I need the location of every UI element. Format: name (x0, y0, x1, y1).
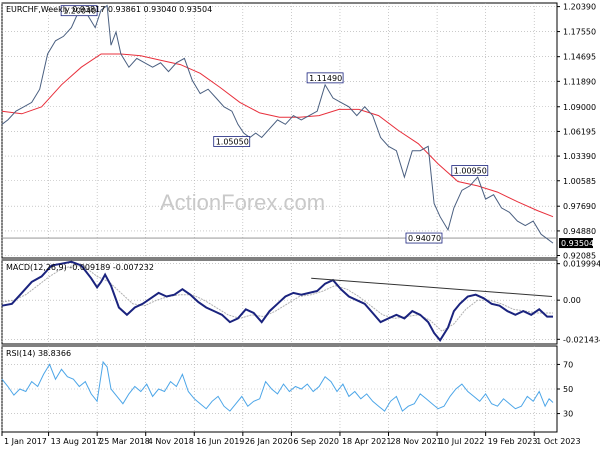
price-tick-label-8: 0.97690 (563, 202, 596, 211)
x-tick-label-9: 10 Jul 2022 (439, 437, 484, 446)
price-panel-frame (1, 2, 558, 259)
macd-y-axis: 0.019994 0.00 -0.021434 (557, 260, 600, 344)
rsi-y-axis: 70 50 30 (557, 360, 573, 419)
rsi-panel: 70 50 30 RSI(14) 38.8366 (1, 345, 573, 433)
price-ohlc-line (1, 4, 554, 244)
annotation-label-4: 0.94070 (408, 234, 441, 243)
price-tick-label-2: 1.14695 (563, 53, 596, 62)
price-title: EURCHF,Weekly 0.93817 0.93861 0.93040 0.… (6, 5, 212, 14)
current-price-box (559, 238, 593, 249)
macd-panel: 0.019994 0.00 -0.021434 MACD(12,26,9) -0.0… (1, 259, 600, 345)
macd-signal-line (1, 264, 553, 332)
annotation-box-2 (306, 72, 344, 84)
rsi-title: RSI(14) 38.8366 (6, 349, 71, 358)
rsi-grid (1, 346, 557, 432)
x-tick-label-0: 1 Jan 2017 (4, 437, 47, 446)
annotation-box-3 (451, 165, 489, 176)
moving-average-line (1, 53, 554, 218)
x-tick-label-6: 6 Sep 2020 (293, 437, 339, 446)
annotation-label-0: 1.20040 (63, 7, 96, 16)
annotation-box-4 (405, 232, 443, 244)
price-tick-label-0: 1.20390 (563, 3, 596, 12)
x-tick-label-10: 19 Feb 2023 (488, 437, 538, 446)
x-tick-label-1: 13 Aug 2017 (51, 437, 102, 446)
macd-trendline (311, 277, 553, 298)
current-price-label: 0.93504 (561, 239, 594, 248)
price-tick-label-5: 1.06195 (563, 127, 596, 136)
macd-title: MACD(12,26,9) -0.009189 -0.007232 (6, 263, 154, 272)
price-grid (1, 3, 557, 258)
price-tick-label-9: 0.94880 (563, 227, 596, 236)
annotation-box-0 (60, 5, 98, 17)
price-panel: ActionForex.com 1.20040 1.05050 1.11490 1.0… (1, 2, 596, 260)
x-tick-label-11: 1 Oct 2023 (536, 437, 580, 446)
macd-tick-label-2: -0.021434 (563, 335, 600, 344)
price-tick-label-10: 0.92085 (563, 251, 596, 260)
x-tick-label-3: 4 Nov 2018 (148, 437, 194, 446)
rsi-tick-label-1: 50 (563, 385, 573, 394)
rsi-line (1, 360, 554, 412)
x-tick-label-7: 18 Apr 2021 (342, 437, 391, 446)
price-y-axis: 1.20390 1.17550 1.14695 1.11890 1.09000 1.061… (557, 3, 596, 260)
rsi-tick-label-2: 30 (563, 410, 573, 419)
rsi-tick-label-0: 70 (563, 360, 573, 369)
price-tick-label-6: 1.03390 (563, 152, 596, 161)
annotation-label-3: 1.00950 (454, 167, 487, 176)
annotation-label-2: 1.11490 (309, 74, 342, 83)
price-annotations: 1.20040 1.05050 1.11490 1.00950 0.94070 (60, 5, 489, 244)
x-tick-label-8: 28 Nov 2021 (391, 437, 442, 446)
price-tick-label-3: 1.11890 (563, 77, 596, 86)
macd-line (1, 260, 553, 343)
x-tick-label-4: 16 Jun 2019 (196, 437, 244, 446)
annotation-box-1 (213, 136, 251, 147)
price-watermark: ActionForex.com (160, 190, 325, 215)
x-tick-label-2: 25 Mar 2018 (99, 437, 150, 446)
price-tick-label-4: 1.09000 (563, 103, 596, 112)
macd-tick-label-1: 0.00 (563, 296, 581, 305)
price-tick-label-1: 1.17550 (563, 28, 596, 37)
x-tick-label-5: 26 Jan 2020 (245, 437, 293, 446)
macd-tick-label-0: 0.019994 (563, 260, 600, 269)
price-tick-label-7: 1.00585 (563, 177, 596, 186)
annotation-label-1: 1.05050 (216, 137, 249, 146)
